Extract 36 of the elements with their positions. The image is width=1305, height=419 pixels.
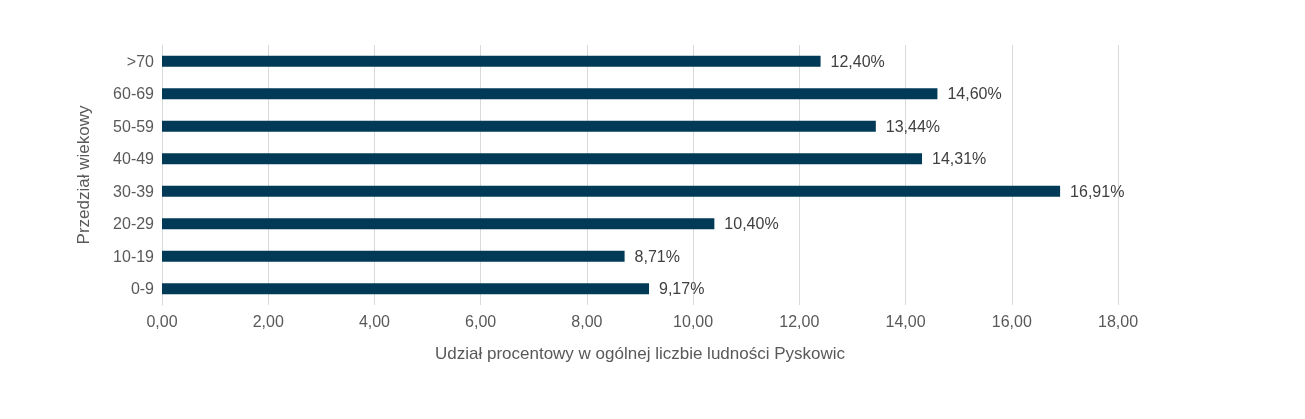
bar	[162, 88, 938, 100]
y-tick-label: 10-19	[113, 247, 155, 265]
y-tick-label: 30-39	[113, 182, 155, 200]
x-tick-label: 18,00	[1097, 312, 1139, 330]
x-tick-label: 4,00	[358, 312, 391, 330]
x-axis-title: Udział procentowy w ogólnej liczbie ludności Pyskowic	[434, 344, 846, 363]
bar	[162, 283, 650, 295]
data-label: 8,71%	[634, 247, 680, 265]
data-label: 12,40%	[830, 52, 885, 70]
y-tick-label: 60-69	[113, 85, 155, 103]
data-label: 14,60%	[947, 85, 1002, 103]
bar	[162, 185, 1061, 197]
x-tick-label: 2,00	[252, 312, 284, 330]
y-tick-label: 0-9	[130, 280, 155, 298]
y-tick-label: 40-49	[113, 150, 155, 168]
x-tick-label: 14,00	[885, 312, 926, 330]
data-label: 10,40%	[724, 215, 779, 233]
bar	[162, 250, 625, 262]
x-tick-label: 10,00	[673, 312, 714, 330]
x-tick-label: 6,00	[465, 312, 497, 330]
x-tick-label: 0,00	[146, 312, 178, 330]
data-label: 9,17%	[659, 280, 705, 298]
y-tick-label: 20-29	[113, 215, 155, 233]
data-label: 13,44%	[885, 117, 941, 135]
y-tick-label: >70	[126, 52, 155, 70]
bar	[162, 120, 876, 132]
data-label: 16,91%	[1070, 182, 1125, 200]
data-label: 14,31%	[932, 150, 987, 168]
x-tick-label: 16,00	[991, 312, 1032, 330]
y-axis-title: Przedział wiekowy	[74, 105, 93, 245]
bar	[162, 55, 821, 67]
bar	[162, 153, 923, 165]
bar	[162, 218, 715, 230]
x-tick-label: 8,00	[571, 312, 603, 330]
x-tick-label: 12,00	[779, 312, 820, 330]
y-tick-label: 50-59	[113, 117, 155, 135]
